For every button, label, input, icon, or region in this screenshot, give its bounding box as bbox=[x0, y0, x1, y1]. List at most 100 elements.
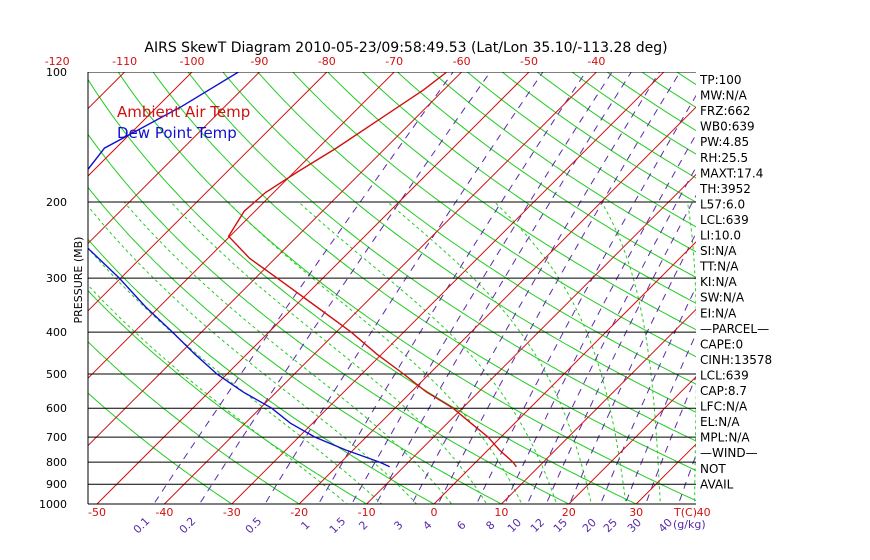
legend-dew-point: Dew Point Temp bbox=[117, 124, 237, 142]
bottom-temp-tick-label: 30 bbox=[629, 506, 643, 519]
pressure-tick-label: 300 bbox=[46, 272, 67, 285]
dry-adiabat bbox=[800, 62, 870, 513]
mixing-ratio-label: 6 bbox=[454, 518, 468, 532]
index-item: LFC:N/A bbox=[700, 400, 748, 414]
index-item: EL:N/A bbox=[700, 415, 740, 429]
index-item: CINH:13578 bbox=[700, 353, 772, 367]
pressure-tick-label: 100 bbox=[46, 66, 67, 79]
mixing-ratio-line bbox=[677, 453, 696, 504]
moist-adiabat bbox=[494, 201, 627, 504]
index-item: SI:N/A bbox=[700, 244, 737, 258]
ambient-temperature-line bbox=[227, 72, 517, 468]
mixing-ratio-label: 1.5 bbox=[327, 515, 349, 537]
moist-adiabat bbox=[387, 201, 592, 504]
dry-adiabat bbox=[187, 72, 696, 442]
dry-adiabat bbox=[88, 289, 368, 504]
mixing-ratio-line bbox=[437, 72, 681, 504]
data-series bbox=[88, 72, 517, 468]
moist-adiabat bbox=[601, 201, 661, 504]
mixing-ratio-label: 0.5 bbox=[243, 515, 265, 537]
index-item: LCL:639 bbox=[700, 213, 749, 227]
index-item: SW:N/A bbox=[700, 291, 745, 305]
isotherm bbox=[635, 443, 696, 504]
index-item: NOT bbox=[700, 462, 726, 476]
mixing-ratio-label: 0.1 bbox=[131, 515, 153, 537]
pressure-tick-label: 1000 bbox=[39, 498, 67, 511]
mixing-ratio-label: 0.2 bbox=[177, 515, 199, 537]
dry-adiabat bbox=[88, 341, 301, 504]
temp-unit-label: T(C) bbox=[673, 506, 697, 519]
mixing-ratio-label: 4 bbox=[420, 518, 434, 532]
mixing-ratio-line bbox=[375, 72, 632, 504]
isotherm bbox=[501, 308, 696, 504]
top-temp-tick-label: -70 bbox=[385, 55, 403, 68]
mixing-ratio-label: 8 bbox=[483, 518, 497, 532]
bottom-temp-tick-label: -50 bbox=[88, 506, 106, 519]
index-item: AVAIL bbox=[700, 477, 734, 491]
bottom-temp-tick-label: 10 bbox=[494, 506, 508, 519]
index-item: CAP:8.7 bbox=[700, 384, 747, 398]
mixing-ratio-label: 2 bbox=[356, 518, 370, 532]
moist-adiabat bbox=[687, 201, 696, 504]
top-temp-tick-label: -50 bbox=[520, 55, 538, 68]
isotherm bbox=[88, 72, 328, 312]
mixing-ratio-line bbox=[264, 72, 544, 504]
pressure-tick-label: 400 bbox=[46, 326, 67, 339]
dry-adiabat bbox=[152, 72, 696, 471]
isotherm bbox=[88, 72, 260, 245]
mixing-ratio-line bbox=[476, 94, 696, 504]
dry-adiabat bbox=[361, 72, 696, 304]
index-item: L57:6.0 bbox=[700, 197, 745, 211]
chart-title: AIRS SkewT Diagram 2010-05-23/09:58:49.5… bbox=[144, 40, 667, 56]
dry-adiabat bbox=[222, 72, 696, 413]
dry-adiabat bbox=[834, 62, 870, 513]
moist-adiabat bbox=[298, 201, 558, 504]
bottom-temp-tick-label: -40 bbox=[155, 506, 173, 519]
mixing-ratio-line bbox=[504, 133, 696, 504]
bottom-temp-tick-label: -30 bbox=[223, 506, 241, 519]
dry-adiabat bbox=[88, 133, 570, 504]
bottom-temp-tick-label: -10 bbox=[358, 506, 376, 519]
bottom-temp-tick-label: 20 bbox=[562, 506, 576, 519]
mixing-ratio-line bbox=[600, 286, 696, 504]
dry-adiabat bbox=[466, 72, 696, 228]
index-item: TT:N/A bbox=[699, 260, 739, 274]
plot-frame bbox=[87, 72, 696, 505]
pressure-tick-label: 200 bbox=[46, 196, 67, 209]
moist-adiabat bbox=[88, 205, 418, 504]
mixing-ratio-label: 25 bbox=[601, 516, 620, 535]
top-temp-tick-label: -100 bbox=[180, 55, 205, 68]
dry-adiabat bbox=[501, 72, 696, 203]
index-item: EI:N/A bbox=[700, 306, 737, 320]
moist-adiabat bbox=[88, 247, 383, 504]
dry-adiabat bbox=[117, 72, 696, 502]
mixing-ratio-label: 12 bbox=[528, 516, 547, 535]
dry-adiabat bbox=[536, 72, 696, 179]
bottom-temp-tick-label: 40 bbox=[697, 506, 711, 519]
index-item: TP:100 bbox=[699, 73, 742, 87]
isotherm bbox=[96, 72, 530, 504]
mixing-ratio-line bbox=[624, 332, 696, 504]
index-item: —PARCEL— bbox=[700, 322, 769, 336]
dry-adiabat bbox=[431, 72, 696, 253]
top-temp-tick-label: -60 bbox=[453, 55, 471, 68]
pressure-tick-label: 800 bbox=[46, 456, 67, 469]
legend-ambient-temp: Ambient Air Temp bbox=[117, 103, 250, 121]
isotherm bbox=[164, 72, 597, 504]
mixing-ratio-line bbox=[411, 72, 660, 504]
index-item: MW:N/A bbox=[700, 89, 748, 103]
isotherm bbox=[771, 72, 870, 504]
dry-adiabat bbox=[396, 72, 696, 278]
bottom-temp-tick-label: -20 bbox=[290, 506, 308, 519]
mixing-ratio-line bbox=[645, 375, 696, 504]
isotherm bbox=[366, 173, 696, 504]
index-item: MPL:N/A bbox=[700, 431, 750, 445]
pressure-tick-label: 600 bbox=[46, 402, 67, 415]
index-item: PW:4.85 bbox=[700, 135, 749, 149]
index-item: MAXT:17.4 bbox=[700, 166, 763, 180]
top-temp-tick-label: -80 bbox=[318, 55, 336, 68]
dry-adiabat bbox=[675, 72, 696, 86]
index-item: CAPE:0 bbox=[700, 337, 743, 351]
